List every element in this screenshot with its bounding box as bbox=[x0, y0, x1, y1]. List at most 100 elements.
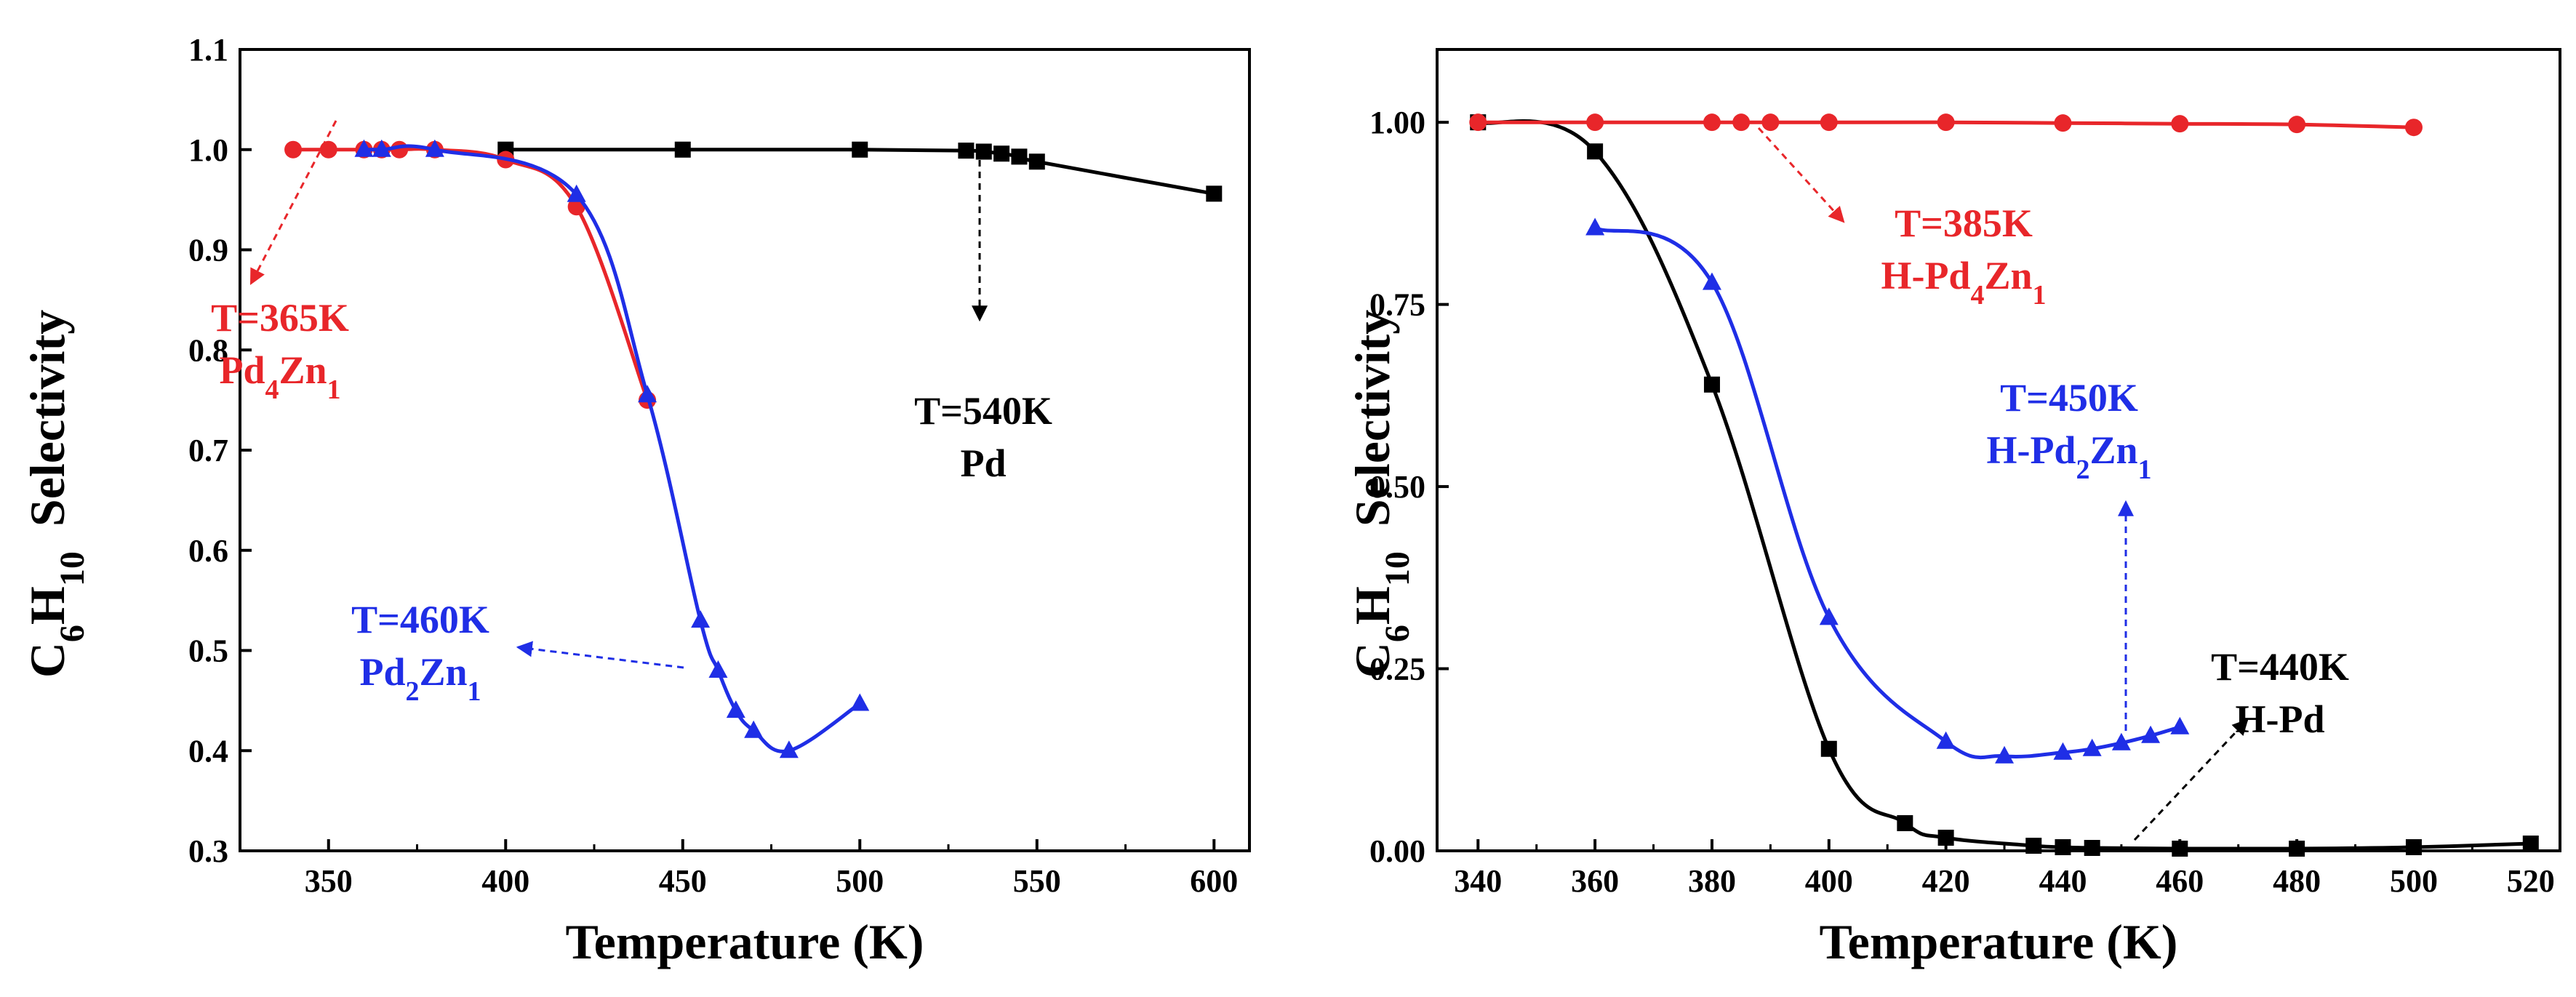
x-axis-title: Temperature (K) bbox=[1820, 914, 2178, 969]
right-chart: 340 360 380 400 420 440 460 480 500 520 0.00 0.25 0.… bbox=[1345, 48, 2561, 969]
y-tick-label: 0.50 bbox=[1369, 469, 1425, 505]
data-point-H-Pd bbox=[2522, 835, 2539, 852]
data-point-H-Pd bbox=[1937, 829, 1954, 846]
y-tick-label: 0.75 bbox=[1369, 287, 1425, 323]
y-tick-label: 1.1 bbox=[188, 32, 228, 68]
y-tick-label: 0.9 bbox=[188, 233, 228, 268]
series-line-H-Pd4Zn1 bbox=[1478, 120, 2415, 129]
data-point-Pd2Zn1 bbox=[425, 139, 444, 157]
data-point-H-Pd2Zn1 bbox=[2170, 716, 2190, 734]
data-point-Pd2Zn1 bbox=[744, 720, 764, 738]
data-point-H-Pd2Zn1 bbox=[2082, 738, 2102, 756]
x-tick-label: 420 bbox=[1922, 863, 1970, 899]
annotation-label: T=450K bbox=[2000, 376, 2138, 420]
data-point-H-Pd bbox=[1897, 814, 1913, 831]
data-point-H-Pd bbox=[2289, 840, 2305, 857]
left-chart: 350 400 450 500 550 600 0.3 0.4 0.5 0.6 0.7 0.8 0.9 1… bbox=[20, 32, 1251, 969]
data-point-H-Pd4Zn1 bbox=[1820, 113, 1838, 132]
x-tick-label: 520 bbox=[2507, 863, 2555, 899]
data-point-H-Pd bbox=[2172, 840, 2188, 857]
series-line-Pd4Zn1 bbox=[293, 147, 649, 401]
y-tick-label: 0.5 bbox=[188, 633, 228, 669]
data-point-Pd bbox=[993, 145, 1010, 162]
data-point-Pd bbox=[1206, 185, 1223, 202]
data-point-Pd2Zn1 bbox=[726, 700, 745, 718]
y-tick-label: 1.00 bbox=[1369, 105, 1425, 140]
annotation-arrow bbox=[249, 120, 337, 285]
x-tick-label: 480 bbox=[2273, 863, 2321, 899]
data-point-Pd2Zn1 bbox=[850, 693, 870, 711]
x-tick-label: 460 bbox=[2156, 863, 2204, 899]
y-tick-label: 0.25 bbox=[1369, 652, 1425, 687]
data-point-H-Pd2Zn1 bbox=[1702, 272, 1721, 290]
plot-frame bbox=[1436, 48, 2561, 852]
x-tick-label: 550 bbox=[1013, 863, 1061, 899]
annotation-label: H-Pd bbox=[2235, 697, 2324, 741]
data-point-Pd bbox=[1028, 153, 1045, 170]
data-point-H-Pd bbox=[2405, 838, 2422, 855]
data-point-H-Pd4Zn1 bbox=[1469, 113, 1487, 132]
y-axis-title: C6H10 Selectivity bbox=[1345, 310, 1417, 678]
data-point-Pd bbox=[1011, 148, 1028, 165]
data-point-Pd2Zn1 bbox=[691, 610, 711, 628]
data-point-H-Pd2Zn1 bbox=[2111, 732, 2131, 750]
annotation-label: T=460K bbox=[351, 598, 489, 641]
x-tick-label: 600 bbox=[1190, 863, 1238, 899]
data-point-H-Pd2Zn1 bbox=[2141, 725, 2161, 743]
data-point-H-Pd4Zn1 bbox=[2054, 114, 2072, 132]
y-tick-label: 0.00 bbox=[1369, 833, 1425, 869]
x-tick-label: 380 bbox=[1688, 863, 1736, 899]
data-point-H-Pd4Zn1 bbox=[1586, 113, 1604, 132]
data-point-H-Pd4Zn1 bbox=[1761, 113, 1780, 132]
x-axis-title: Temperature (K) bbox=[566, 914, 924, 969]
data-point-Pd bbox=[852, 141, 868, 158]
y-axis-title: C6H10 Selectivity bbox=[20, 310, 92, 678]
data-point-H-Pd bbox=[2055, 838, 2071, 855]
x-tick-label: 500 bbox=[836, 863, 884, 899]
data-point-Pd4Zn1 bbox=[319, 140, 337, 159]
x-tick-label: 400 bbox=[481, 863, 529, 899]
data-point-H-Pd4Zn1 bbox=[2171, 115, 2189, 133]
x-tick-label: 360 bbox=[1571, 863, 1619, 899]
y-tick-label: 0.4 bbox=[188, 733, 228, 769]
data-point-Pd2Zn1 bbox=[372, 139, 391, 157]
data-point-H-Pd4Zn1 bbox=[1937, 113, 1955, 132]
data-point-Pd bbox=[674, 141, 691, 158]
y-tick-label: 0.6 bbox=[188, 533, 228, 569]
x-tick-label: 400 bbox=[1805, 863, 1853, 899]
plot-frame bbox=[239, 48, 1251, 852]
annotation-label: Pd4Zn1 bbox=[219, 348, 340, 405]
annotation-label: T=440K bbox=[2211, 645, 2349, 689]
x-tick-label: 500 bbox=[2390, 863, 2438, 899]
y-tick-label: 0.7 bbox=[188, 433, 228, 468]
data-point-Pd bbox=[975, 143, 992, 160]
data-point-H-Pd bbox=[1703, 376, 1720, 393]
y-tick-label: 0.3 bbox=[188, 833, 228, 869]
data-point-H-Pd2Zn1 bbox=[1995, 745, 2015, 764]
x-tick-label: 450 bbox=[659, 863, 707, 899]
y-tick-label: 0.8 bbox=[188, 332, 228, 368]
x-tick-label: 340 bbox=[1454, 863, 1502, 899]
data-point-Pd2Zn1 bbox=[708, 660, 728, 678]
data-point-H-Pd bbox=[2084, 839, 2100, 856]
data-point-H-Pd4Zn1 bbox=[1703, 113, 1721, 132]
data-point-H-Pd bbox=[1820, 740, 1837, 757]
data-point-Pd2Zn1 bbox=[638, 385, 657, 403]
data-point-H-Pd4Zn1 bbox=[2404, 119, 2423, 137]
x-tick-label: 350 bbox=[305, 863, 353, 899]
data-point-H-Pd4Zn1 bbox=[2288, 116, 2306, 134]
x-tick-label: 440 bbox=[2039, 863, 2087, 899]
data-point-Pd2Zn1 bbox=[567, 184, 586, 202]
y-tick-label: 1.0 bbox=[188, 132, 228, 168]
annotation-arrow bbox=[1757, 127, 1845, 223]
data-point-H-Pd2Zn1 bbox=[2053, 742, 2073, 760]
annotation-label: Pd2Zn1 bbox=[359, 650, 481, 707]
annotation-label: Pd bbox=[960, 441, 1006, 485]
annotation-arrow bbox=[516, 641, 684, 669]
annotation-label: T=365K bbox=[211, 296, 349, 340]
annotation-arrow bbox=[2133, 718, 2249, 841]
data-point-Pd2Zn1 bbox=[779, 740, 799, 758]
data-point-H-Pd2Zn1 bbox=[1585, 217, 1605, 236]
data-point-H-Pd2Zn1 bbox=[1819, 607, 1839, 625]
